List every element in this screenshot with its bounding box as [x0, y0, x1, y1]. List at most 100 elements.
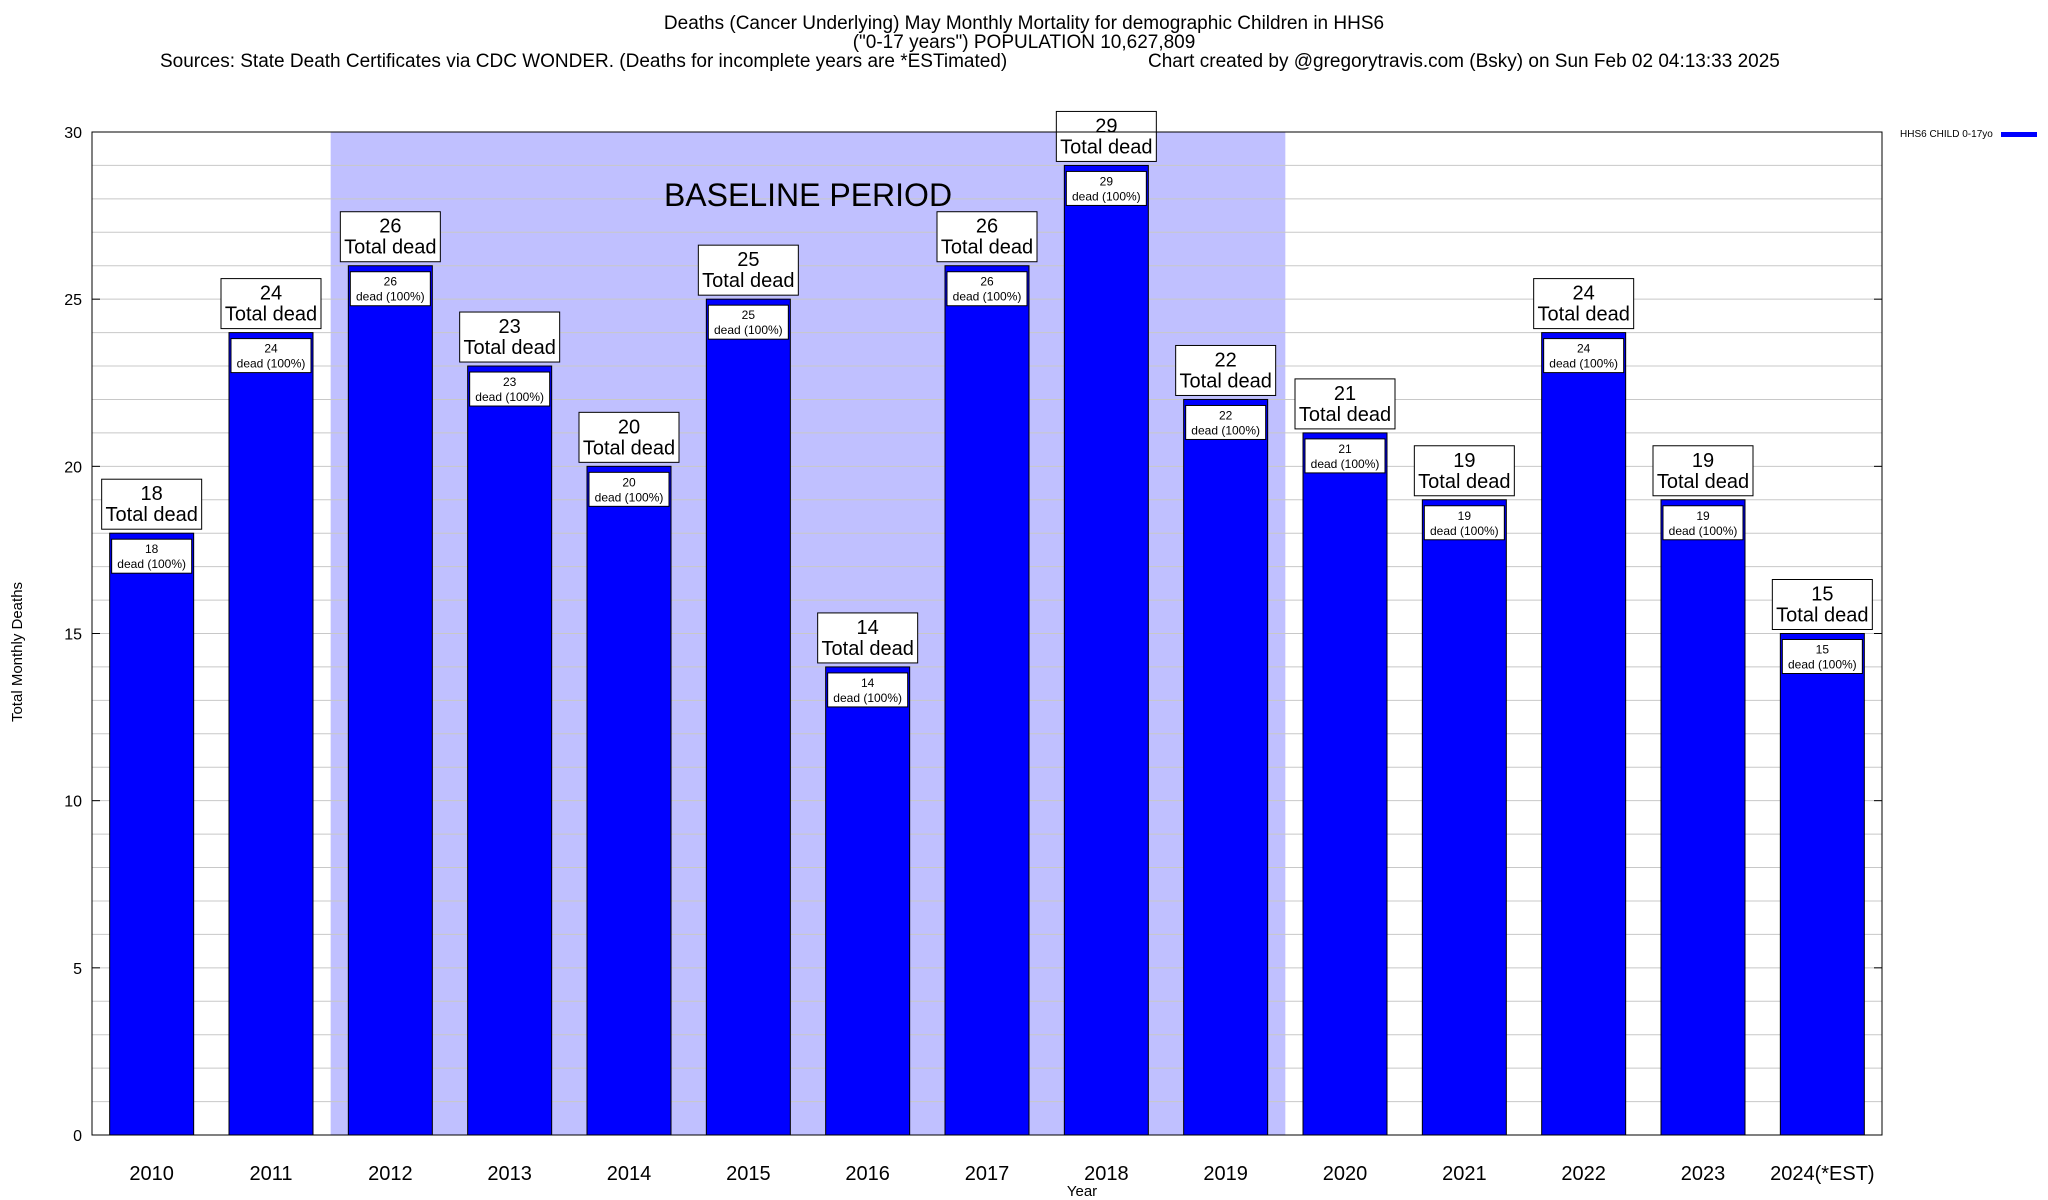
- bar-inner-label-box: [1662, 505, 1744, 541]
- total-label: Total dead: [225, 304, 317, 326]
- legend-label: HHS6 CHILD 0-17yo: [1900, 129, 1993, 140]
- x-tick-label: 2018: [1084, 1163, 1129, 1185]
- bar: [467, 365, 553, 1136]
- y-tick-label: 25: [64, 292, 82, 309]
- baseline-label: BASELINE PERIOD: [664, 177, 952, 213]
- x-tick-label: 2021: [1442, 1163, 1487, 1185]
- bar-inner-value: 19: [1458, 509, 1472, 523]
- bar: [1302, 432, 1388, 1136]
- total-label: Total dead: [941, 237, 1033, 259]
- bar: [228, 332, 314, 1136]
- x-tick-label: 2015: [726, 1163, 771, 1185]
- total-value: 26: [976, 216, 998, 238]
- total-label-box: [101, 478, 203, 530]
- total-value: 20: [618, 416, 640, 438]
- total-label-box: [220, 278, 322, 330]
- bar-inner-label-box: [827, 672, 909, 708]
- bar: [825, 666, 911, 1136]
- total-label: Total dead: [1060, 136, 1152, 158]
- bar-inner-pct: dead (100%): [237, 357, 306, 371]
- total-value: 18: [141, 483, 163, 505]
- total-value: 24: [260, 283, 282, 305]
- y-tick-label: 20: [64, 459, 82, 476]
- bar: [586, 465, 672, 1136]
- x-tick-label: 2011: [249, 1163, 292, 1185]
- bar-inner-pct: dead (100%): [1430, 524, 1499, 538]
- bar-inner-pct: dead (100%): [714, 323, 783, 337]
- total-label: Total dead: [583, 437, 675, 459]
- bar: [1421, 499, 1507, 1136]
- total-label: Total dead: [1776, 605, 1868, 627]
- x-tick-label: 2016: [845, 1163, 890, 1185]
- bar-inner-label-box: [1543, 338, 1625, 374]
- chart-title: Deaths (Cancer Underlying) May Monthly M…: [663, 13, 1385, 34]
- y-axis-title: Total Monthly Deaths: [9, 582, 26, 722]
- bar-inner-pct: dead (100%): [1669, 524, 1738, 538]
- bar: [1779, 633, 1865, 1136]
- total-label-box: [817, 612, 919, 664]
- total-value: 14: [857, 617, 879, 639]
- bar-inner-pct: dead (100%): [1191, 423, 1260, 437]
- total-value: 29: [1095, 115, 1117, 137]
- x-tick-label: 2022: [1561, 1163, 1606, 1185]
- bar: [109, 532, 195, 1136]
- total-value: 22: [1215, 349, 1237, 371]
- bar-inner-label-box: [1781, 639, 1863, 674]
- x-axis-title: Year: [1067, 1183, 1097, 1200]
- total-label-box: [697, 244, 799, 296]
- bar: [705, 298, 791, 1136]
- total-value: 24: [1573, 283, 1595, 305]
- total-label: Total dead: [106, 504, 198, 526]
- total-label-box: [1652, 445, 1754, 497]
- bar-inner-label-box: [469, 371, 551, 407]
- x-tick-label: 2023: [1681, 1163, 1726, 1185]
- total-label-box: [339, 211, 441, 263]
- total-value: 19: [1692, 450, 1714, 472]
- total-label-box: [1294, 378, 1396, 430]
- bar-inner-pct: dead (100%): [953, 290, 1022, 304]
- total-value: 26: [379, 216, 401, 238]
- bar-inner-value: 26: [384, 275, 398, 289]
- total-label-box: [1055, 110, 1157, 162]
- legend-swatch: [2000, 132, 2037, 137]
- total-label: Total dead: [1538, 304, 1630, 326]
- bar-inner-label-box: [111, 538, 193, 574]
- bar-inner-value: 26: [980, 275, 994, 289]
- bar-inner-value: 19: [1696, 509, 1710, 523]
- x-tick-label: 2014: [607, 1163, 652, 1185]
- total-value: 21: [1334, 383, 1356, 405]
- total-value: 23: [499, 316, 521, 338]
- total-label-box: [459, 311, 561, 363]
- bar-inner-value: 29: [1100, 174, 1114, 188]
- total-label-box: [1533, 278, 1635, 330]
- bar-inner-value: 18: [145, 542, 159, 556]
- bar-inner-label-box: [349, 271, 431, 307]
- bar-inner-label-box: [946, 271, 1028, 307]
- bar-inner-label-box: [1423, 505, 1505, 541]
- bar-inner-label-box: [1185, 404, 1267, 440]
- x-tick-label: 2024(*EST): [1770, 1163, 1875, 1185]
- total-label-box: [1413, 445, 1515, 497]
- bar-inner-label-box: [588, 471, 670, 507]
- bar-inner-value: 15: [1816, 643, 1830, 657]
- bar-inner-pct: dead (100%): [1549, 357, 1618, 371]
- bar-inner-label-box: [707, 304, 789, 340]
- total-value: 15: [1811, 584, 1833, 606]
- chart-sources: Sources: State Death Certificates via CD…: [160, 51, 1008, 72]
- total-label: Total dead: [344, 237, 436, 259]
- bar-inner-value: 23: [503, 375, 517, 389]
- y-tick-label: 30: [64, 125, 82, 142]
- bar: [1660, 499, 1746, 1136]
- bar-inner-value: 24: [1577, 342, 1591, 356]
- total-label-box: [1771, 579, 1873, 630]
- total-label: Total dead: [702, 270, 794, 292]
- bar-inner-label-box: [1065, 170, 1147, 206]
- total-label-box: [578, 411, 680, 463]
- bar-inner-value: 24: [264, 342, 278, 356]
- total-label: Total dead: [1180, 370, 1272, 392]
- bar-inner-value: 22: [1219, 408, 1233, 422]
- total-label: Total dead: [1418, 471, 1510, 493]
- total-label-box: [936, 211, 1038, 263]
- bar-inner-value: 14: [861, 676, 875, 690]
